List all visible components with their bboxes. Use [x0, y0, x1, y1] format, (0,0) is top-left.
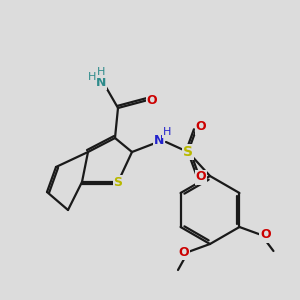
Text: H: H	[97, 67, 105, 77]
Text: O: O	[196, 121, 206, 134]
Text: H: H	[88, 72, 96, 82]
Text: N: N	[96, 76, 106, 88]
Text: O: O	[147, 94, 157, 106]
Text: O: O	[260, 229, 271, 242]
Text: S: S	[113, 176, 122, 188]
Text: O: O	[179, 245, 189, 259]
Text: N: N	[154, 134, 164, 146]
Text: S: S	[183, 145, 193, 159]
Text: H: H	[163, 127, 171, 137]
Text: O: O	[196, 170, 206, 184]
